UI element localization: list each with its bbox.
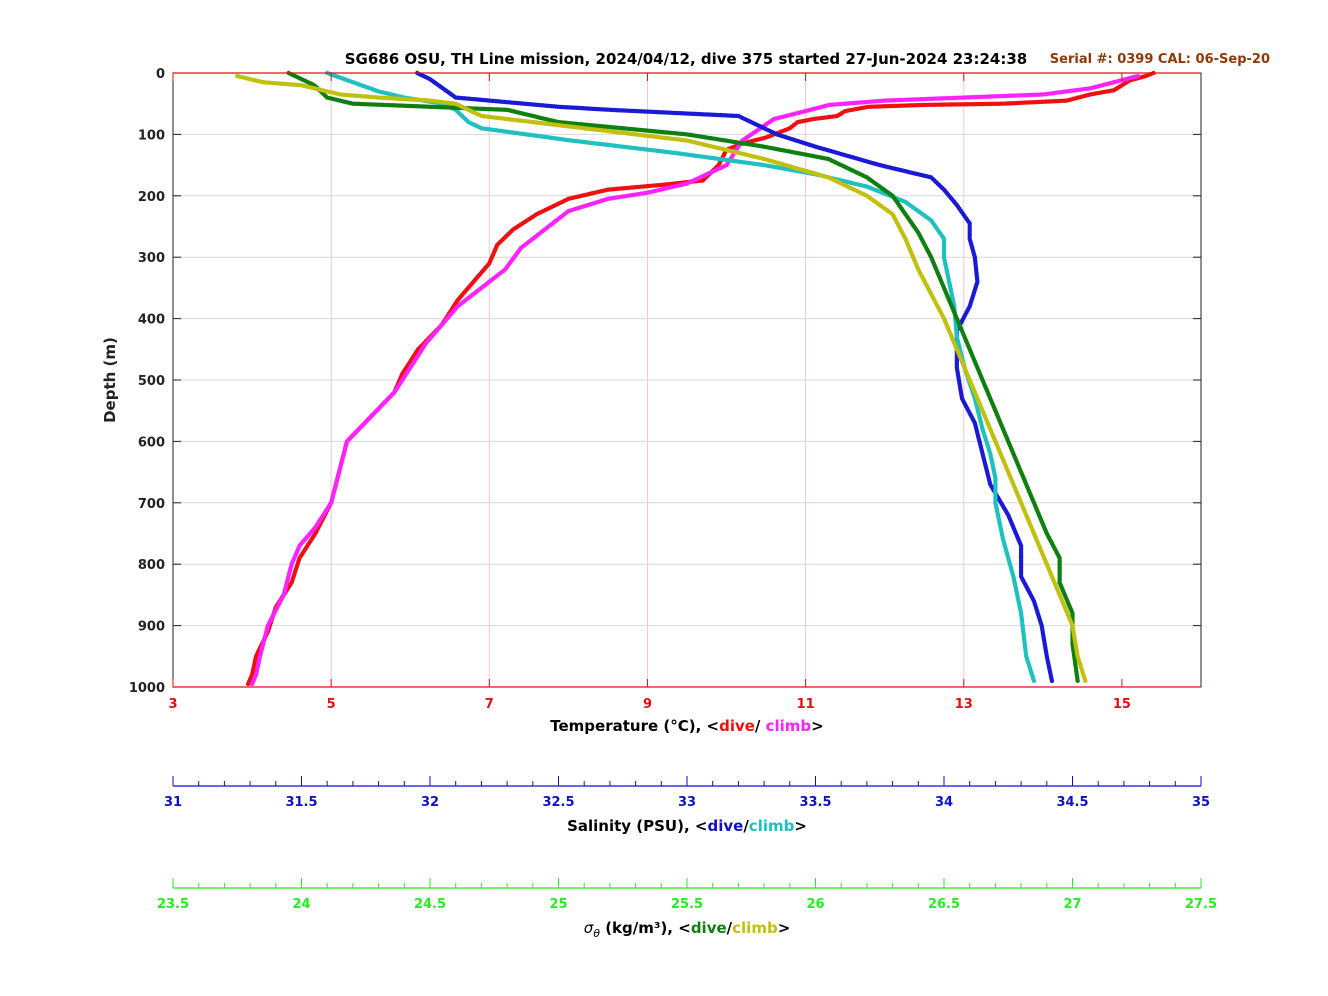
- depth-tick-label: 600: [138, 435, 165, 450]
- temperature-label-suffix: >: [811, 717, 824, 735]
- depth-tick-label: 0: [156, 67, 165, 82]
- density-tick-label: 24.5: [414, 897, 446, 912]
- salinity-climb-point: [1031, 678, 1037, 684]
- temperature-tick-label: 7: [485, 697, 494, 712]
- salinity-climb-series: [325, 70, 1037, 684]
- salinity-axis-label: Salinity (PSU), <dive/climb>: [567, 817, 807, 835]
- density-label-suffix: >: [778, 919, 791, 937]
- density-tick-label: 23.5: [157, 897, 189, 912]
- density-climb-series: [235, 73, 1088, 684]
- density-axis-label: σθ (kg/m³), <dive/climb>: [584, 919, 791, 940]
- salinity-tick-label: 33.5: [799, 795, 831, 810]
- grid-lines: [173, 73, 1201, 687]
- density-dive-point: [1075, 678, 1080, 684]
- temperature-axis-label: Temperature (°C), <dive/ climb>: [550, 717, 824, 735]
- temperature-tick-label: 15: [1113, 697, 1131, 712]
- temperature-tick-label: 11: [797, 697, 815, 712]
- salinity-label-climb: climb: [749, 817, 795, 835]
- depth-axis-label: Depth (m): [101, 337, 119, 423]
- depth-tick-label: 500: [138, 374, 165, 389]
- chart-title: SG686 OSU, TH Line mission, 2024/04/12, …: [345, 50, 1028, 68]
- salinity-tick-label: 34: [935, 795, 953, 810]
- salinity-label-dive: dive: [707, 817, 743, 835]
- density-label-sep: /: [727, 919, 733, 937]
- temperature-climb-series: [249, 73, 1140, 687]
- density-tick-label: 27.5: [1185, 897, 1217, 912]
- density-label-prefix: (kg/m³), <: [600, 919, 691, 937]
- temperature-tick-label: 13: [955, 697, 973, 712]
- salinity-tick-label: 35: [1192, 795, 1210, 810]
- salinity-dive-series: [414, 70, 1055, 684]
- depth-tick-label: 200: [138, 190, 165, 205]
- temperature-climb-point: [249, 681, 255, 687]
- serial-cal-note: Serial #: 0399 CAL: 06-Sep-20: [1050, 52, 1270, 67]
- temperature-label-sep: /: [755, 717, 766, 735]
- density-label-theta: θ: [593, 927, 600, 940]
- salinity-tick-label: 32.5: [542, 795, 574, 810]
- salinity-label-prefix: Salinity (PSU), <: [567, 817, 707, 835]
- density-tick-label: 24: [292, 897, 310, 912]
- temperature-tick-label: 5: [327, 697, 336, 712]
- depth-tick-label: 800: [138, 558, 165, 573]
- temperature-tick-label: 9: [643, 697, 652, 712]
- depth-tick-label: 100: [138, 128, 165, 143]
- temperature-tick-label: 3: [168, 697, 177, 712]
- temperature-label-climb: climb: [766, 717, 812, 735]
- depth-tick-label: 300: [138, 251, 165, 266]
- density-label-climb: climb: [732, 919, 778, 937]
- depth-tick-label: 900: [138, 620, 165, 635]
- temperature-dive-series: [245, 70, 1156, 687]
- density-climb-point: [1083, 678, 1088, 684]
- data-points: [235, 70, 1156, 687]
- density-label-sigma: σ: [584, 919, 594, 937]
- depth-tick-label: 400: [138, 313, 165, 328]
- density-tick-label: 26: [806, 897, 824, 912]
- salinity-tick-label: 31.5: [285, 795, 317, 810]
- salinity-label-suffix: >: [794, 817, 807, 835]
- salinity-tick-label: 32: [421, 795, 439, 810]
- temperature-dive-point: [245, 681, 251, 687]
- salinity-tick-label: 34.5: [1056, 795, 1088, 810]
- temperature-label-dive: dive: [719, 717, 755, 735]
- salinity-label-sep: /: [743, 817, 749, 835]
- density-tick-label: 27: [1063, 897, 1081, 912]
- density-tick-label: 25: [549, 897, 567, 912]
- salinity-tick-label: 31: [164, 795, 182, 810]
- density-label-dive: dive: [691, 919, 727, 937]
- depth-tick-label: 1000: [129, 681, 165, 696]
- depth-tick-label: 700: [138, 497, 165, 512]
- density-tick-label: 26.5: [928, 897, 960, 912]
- depth-axis: 0 100 200 300 400 500 600 700 800 900 1000: [129, 67, 1201, 696]
- density-tick-label: 25.5: [671, 897, 703, 912]
- salinity-tick-label: 33: [678, 795, 696, 810]
- salinity-dive-point: [1049, 678, 1055, 684]
- temperature-label-prefix: Temperature (°C), <: [550, 717, 719, 735]
